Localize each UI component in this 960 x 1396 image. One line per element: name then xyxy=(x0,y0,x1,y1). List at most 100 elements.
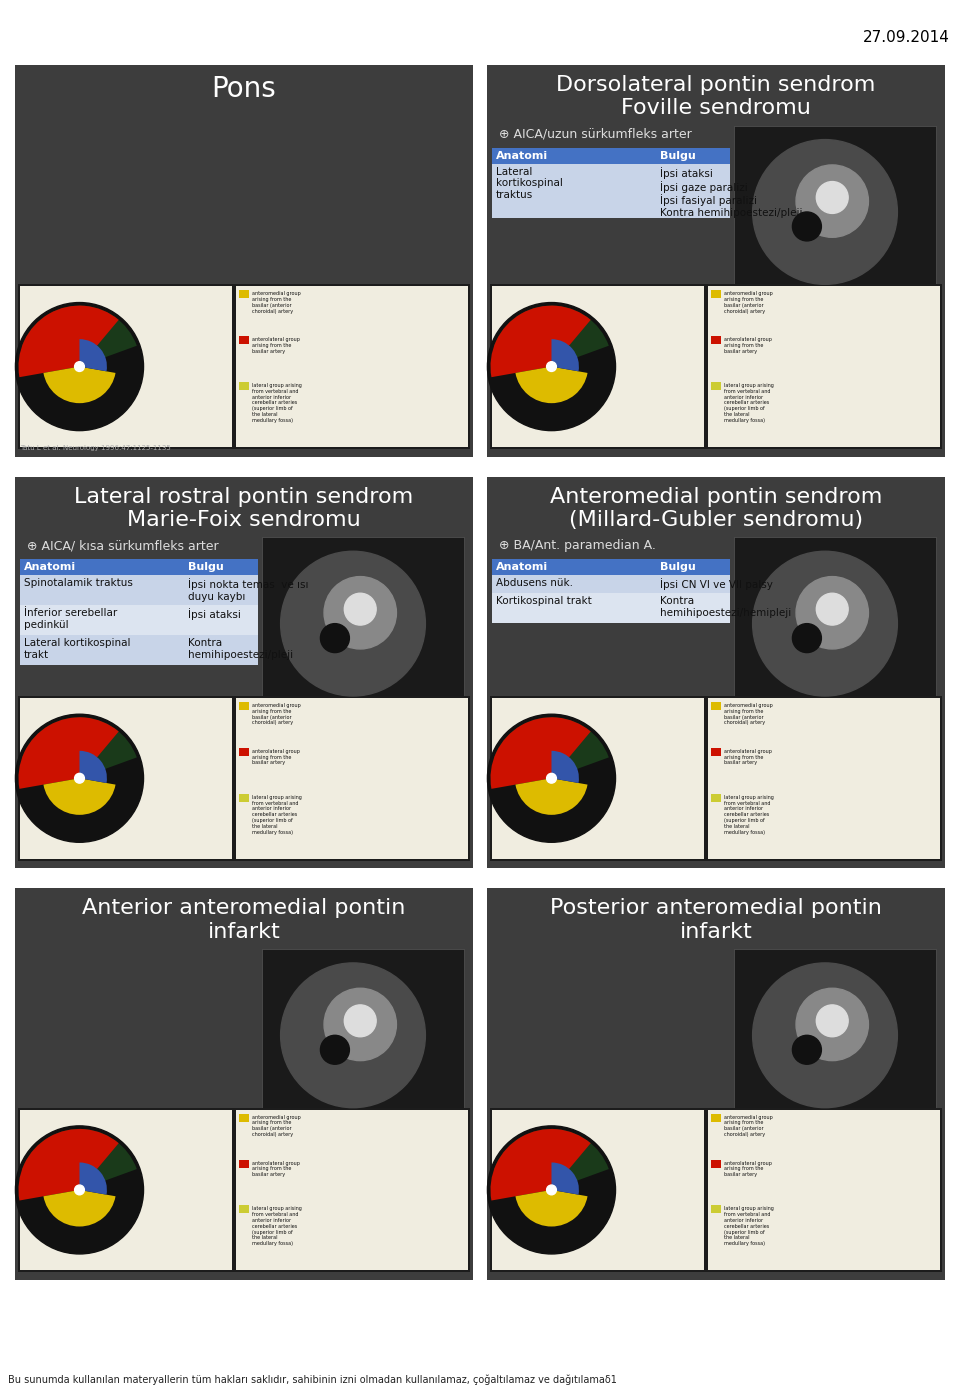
Text: lateral group arising
from vertebral and
anterior inferior
cerebellar arteries
(: lateral group arising from vertebral and… xyxy=(725,383,775,423)
Text: Posterior anteromedial pontin
infarkt: Posterior anteromedial pontin infarkt xyxy=(550,899,882,941)
Text: anterolateral group
arising from the
basilar artery: anterolateral group arising from the bas… xyxy=(252,748,300,765)
Wedge shape xyxy=(22,306,136,367)
Bar xyxy=(20,1110,232,1270)
Bar xyxy=(487,888,945,1280)
Circle shape xyxy=(345,1005,376,1037)
Bar xyxy=(708,698,940,859)
Wedge shape xyxy=(18,718,119,789)
Text: Bulgu: Bulgu xyxy=(188,563,225,572)
Bar xyxy=(734,537,936,709)
Bar xyxy=(18,697,470,860)
Bar xyxy=(236,286,468,447)
Bar xyxy=(711,336,722,345)
Circle shape xyxy=(546,1185,557,1195)
Bar xyxy=(711,748,722,755)
Bar xyxy=(239,336,250,345)
Text: Dorsolateral pontin sendrom
Foville sendromu: Dorsolateral pontin sendrom Foville send… xyxy=(556,75,876,119)
Circle shape xyxy=(816,1005,849,1037)
Text: ⊕ AICA/uzun sürkumfleks arter: ⊕ AICA/uzun sürkumfleks arter xyxy=(499,128,692,141)
Text: Lateral
kortikospinal
traktus: Lateral kortikospinal traktus xyxy=(496,166,563,200)
Circle shape xyxy=(324,577,396,649)
Bar xyxy=(492,1110,705,1270)
Bar xyxy=(708,286,940,447)
Text: ⊕ AICA/ kısa sürkumfleks arter: ⊕ AICA/ kısa sürkumfleks arter xyxy=(27,539,219,553)
Circle shape xyxy=(753,551,898,697)
Text: Bulgu: Bulgu xyxy=(660,151,696,161)
Bar xyxy=(239,383,250,389)
Text: anteromedial group
arising from the
basilar (anterior
choroidal) artery: anteromedial group arising from the basi… xyxy=(725,1114,773,1138)
Circle shape xyxy=(792,212,822,242)
Text: Bulgu: Bulgu xyxy=(660,563,696,572)
Circle shape xyxy=(15,715,144,842)
Circle shape xyxy=(75,1185,84,1195)
Text: İpsi ataksi
İpsi gaze paralizi
İpsi fasiyal paralizi
Kontra hemihipoestezi/pleji: İpsi ataksi İpsi gaze paralizi İpsi fasi… xyxy=(660,166,803,218)
Circle shape xyxy=(324,988,396,1061)
Text: anteromedial group
arising from the
basilar (anterior
choroidal) artery: anteromedial group arising from the basi… xyxy=(252,704,301,726)
Bar xyxy=(492,698,705,859)
Circle shape xyxy=(488,303,615,430)
Wedge shape xyxy=(22,1129,136,1189)
Text: lateral group arising
from vertebral and
anterior inferior
cerebellar arteries
(: lateral group arising from vertebral and… xyxy=(725,794,775,835)
Circle shape xyxy=(488,715,615,842)
Text: Kontra
hemihipoestezi/hemipleji: Kontra hemihipoestezi/hemipleji xyxy=(660,596,792,618)
Bar xyxy=(492,575,731,593)
Bar xyxy=(239,1114,250,1121)
Bar xyxy=(15,476,473,868)
Bar xyxy=(711,702,722,711)
Bar xyxy=(239,1160,250,1167)
Bar xyxy=(239,1205,250,1213)
Text: Tatu L et al. Neurology 1996:47:1125-1135: Tatu L et al. Neurology 1996:47:1125-113… xyxy=(20,445,171,451)
Wedge shape xyxy=(491,1129,590,1201)
Text: lateral group arising
from vertebral and
anterior inferior
cerebellar arteries
(: lateral group arising from vertebral and… xyxy=(252,383,302,423)
Bar xyxy=(20,635,258,666)
Bar xyxy=(492,593,731,624)
Text: anteromedial group
arising from the
basilar (anterior
choroidal) artery: anteromedial group arising from the basi… xyxy=(252,292,301,314)
Bar xyxy=(236,698,468,859)
Circle shape xyxy=(321,1036,349,1064)
Bar xyxy=(239,702,250,711)
Bar xyxy=(20,286,232,447)
Circle shape xyxy=(796,577,869,649)
Text: 27.09.2014: 27.09.2014 xyxy=(863,29,950,45)
Circle shape xyxy=(546,773,557,783)
Text: anterolateral group
arising from the
basilar artery: anterolateral group arising from the bas… xyxy=(252,338,300,353)
Bar xyxy=(490,697,942,860)
Circle shape xyxy=(753,963,898,1107)
Circle shape xyxy=(816,181,849,214)
Bar xyxy=(20,606,258,635)
Circle shape xyxy=(15,1127,144,1254)
Circle shape xyxy=(321,624,349,652)
Text: İpsi ataksi: İpsi ataksi xyxy=(188,609,241,620)
Circle shape xyxy=(792,624,822,652)
Wedge shape xyxy=(491,306,590,377)
Text: Anatomi: Anatomi xyxy=(24,563,76,572)
Wedge shape xyxy=(80,751,107,783)
Circle shape xyxy=(280,551,425,697)
Text: Abdusens nük.: Abdusens nük. xyxy=(496,578,573,589)
Text: lateral group arising
from vertebral and
anterior inferior
cerebellar arteries
(: lateral group arising from vertebral and… xyxy=(252,794,302,835)
Bar xyxy=(492,560,731,575)
Wedge shape xyxy=(551,1163,579,1195)
Text: anterolateral group
arising from the
basilar artery: anterolateral group arising from the bas… xyxy=(725,338,772,353)
Wedge shape xyxy=(22,718,136,778)
Bar xyxy=(711,794,722,801)
Bar xyxy=(734,126,936,299)
Text: Anatomi: Anatomi xyxy=(496,563,548,572)
Bar xyxy=(239,794,250,801)
Bar xyxy=(490,285,942,450)
Wedge shape xyxy=(18,1129,119,1201)
Bar xyxy=(711,290,722,299)
Text: anteromedial group
arising from the
basilar (anterior
choroidal) artery: anteromedial group arising from the basi… xyxy=(725,704,773,726)
Bar xyxy=(239,290,250,299)
Circle shape xyxy=(345,593,376,625)
Wedge shape xyxy=(43,367,115,403)
Wedge shape xyxy=(516,778,588,815)
Text: lateral group arising
from vertebral and
anterior inferior
cerebellar arteries
(: lateral group arising from vertebral and… xyxy=(252,1206,302,1247)
Bar xyxy=(711,1160,722,1167)
Wedge shape xyxy=(491,718,590,789)
Circle shape xyxy=(792,1036,822,1064)
Text: anterolateral group
arising from the
basilar artery: anterolateral group arising from the bas… xyxy=(725,748,772,765)
Text: Lateral kortikospinal
trakt: Lateral kortikospinal trakt xyxy=(24,638,131,660)
Text: lateral group arising
from vertebral and
anterior inferior
cerebellar arteries
(: lateral group arising from vertebral and… xyxy=(725,1206,775,1247)
Circle shape xyxy=(15,303,144,430)
